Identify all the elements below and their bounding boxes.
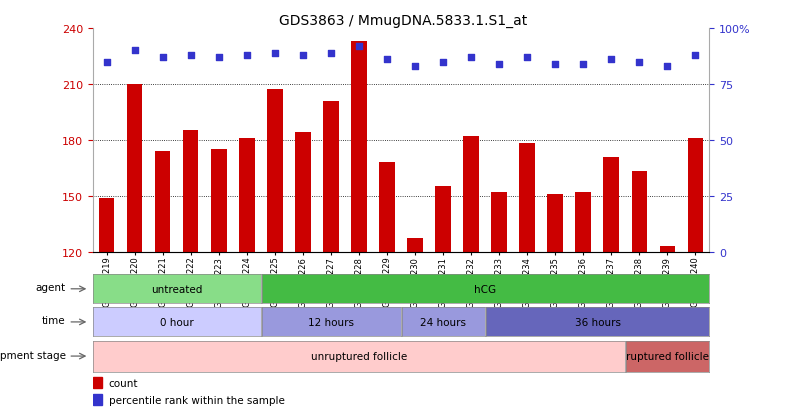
Text: 24 hours: 24 hours — [421, 317, 467, 327]
Text: unruptured follicle: unruptured follicle — [311, 351, 408, 361]
Bar — [575, 192, 591, 252]
Point — [268, 50, 281, 57]
Text: count: count — [109, 378, 139, 388]
Text: hCG: hCG — [475, 284, 496, 294]
Bar — [267, 90, 283, 252]
Point — [325, 50, 338, 57]
Text: agent: agent — [35, 282, 65, 293]
Bar — [155, 152, 170, 252]
Point — [409, 64, 422, 70]
Bar — [93, 377, 102, 389]
Text: ruptured follicle: ruptured follicle — [626, 351, 709, 361]
Bar — [380, 163, 395, 252]
Point — [240, 52, 253, 59]
Point — [549, 61, 562, 68]
Point — [464, 55, 477, 61]
Bar — [93, 394, 102, 406]
Bar — [127, 85, 143, 252]
Bar — [492, 192, 507, 252]
Point — [156, 55, 169, 61]
Bar — [435, 187, 451, 252]
Bar — [632, 172, 647, 252]
Bar — [323, 102, 339, 252]
Text: 36 hours: 36 hours — [575, 317, 621, 327]
Bar — [519, 144, 535, 252]
Bar — [547, 195, 563, 252]
Bar — [407, 239, 422, 252]
Bar — [183, 131, 198, 252]
Text: GDS3863 / MmugDNA.5833.1.S1_at: GDS3863 / MmugDNA.5833.1.S1_at — [279, 14, 527, 28]
Point — [492, 61, 505, 68]
Point — [212, 55, 225, 61]
Point — [100, 59, 113, 66]
Point — [661, 64, 674, 70]
Text: 12 hours: 12 hours — [309, 317, 355, 327]
Point — [128, 48, 141, 55]
Bar — [239, 139, 255, 252]
Point — [633, 59, 646, 66]
Bar — [688, 139, 703, 252]
Text: percentile rank within the sample: percentile rank within the sample — [109, 395, 285, 405]
Text: untreated: untreated — [152, 284, 203, 294]
Point — [297, 52, 310, 59]
Bar — [351, 42, 367, 252]
Point — [604, 57, 617, 64]
Point — [689, 52, 702, 59]
Bar — [463, 137, 479, 252]
Point — [380, 57, 393, 64]
Point — [437, 59, 450, 66]
Point — [521, 55, 534, 61]
Bar — [295, 133, 310, 252]
Point — [352, 43, 365, 50]
Bar — [659, 246, 675, 252]
Point — [185, 52, 197, 59]
Bar — [99, 198, 114, 252]
Bar — [604, 157, 619, 252]
Text: development stage: development stage — [0, 350, 65, 360]
Point — [577, 61, 590, 68]
Bar — [211, 150, 226, 252]
Text: time: time — [42, 316, 65, 326]
Text: 0 hour: 0 hour — [160, 317, 194, 327]
